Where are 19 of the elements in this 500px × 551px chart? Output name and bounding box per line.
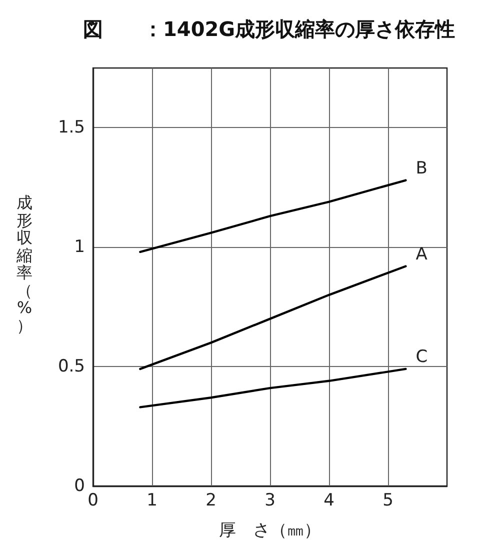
x-tick-label: 2 xyxy=(206,490,216,510)
series-label: B xyxy=(416,158,428,178)
x-tick-label: 1 xyxy=(146,490,158,510)
y-tick-label: 1 xyxy=(74,237,85,258)
x-axis-title: 厚 さ（㎜） xyxy=(219,520,321,540)
line-series xyxy=(139,368,407,408)
y-axis-title: 成形収縮率（%） xyxy=(16,193,33,334)
x-tick-label: 0 xyxy=(88,490,98,510)
line-series xyxy=(139,265,407,370)
line-series xyxy=(139,179,407,254)
x-tick-label: 5 xyxy=(382,490,394,510)
chart-title: 図 ：1402G成形収縮率の厚さ依存性 xyxy=(83,17,456,41)
series-label: A xyxy=(416,244,428,264)
y-tick-label: 0.5 xyxy=(58,356,85,377)
x-tick-label: 4 xyxy=(324,490,334,510)
x-tick-label: 3 xyxy=(264,490,276,510)
y-tick-label: 0 xyxy=(74,476,85,496)
y-tick-label: 1.5 xyxy=(58,118,85,138)
series-label: C xyxy=(416,346,428,367)
